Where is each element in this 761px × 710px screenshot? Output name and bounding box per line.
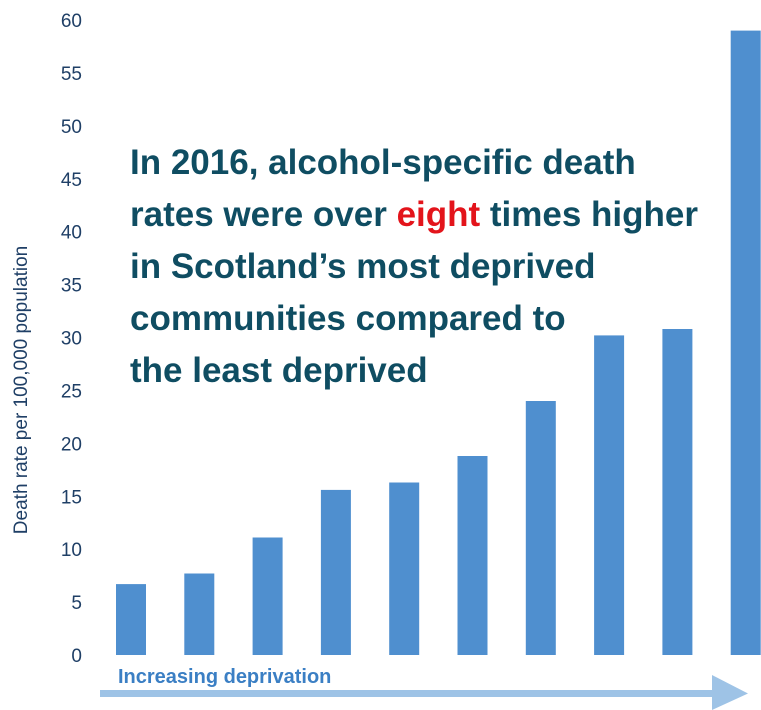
bar xyxy=(116,584,146,655)
y-tick-label: 5 xyxy=(71,593,82,614)
y-tick-label: 35 xyxy=(61,276,82,297)
y-axis-title: Death rate per 100,000 population xyxy=(11,246,32,534)
deprivation-arrow xyxy=(100,675,748,710)
y-tick-label: 10 xyxy=(61,540,82,561)
y-tick-label: 60 xyxy=(61,11,82,32)
headline-highlight: eight xyxy=(396,195,481,234)
headline-line-2-start: rates were over xyxy=(130,195,397,234)
headline-annotation: In 2016, alcohol-specific death rates we… xyxy=(130,137,730,397)
bar xyxy=(525,401,556,655)
headline-line-2: rates were over eight times higher xyxy=(130,189,730,241)
headline-line-2-end: times higher xyxy=(480,195,698,234)
bar xyxy=(730,30,761,656)
y-tick-label: 25 xyxy=(61,381,82,402)
y-tick-label: 30 xyxy=(61,329,82,350)
y-tick-label: 50 xyxy=(61,117,82,138)
headline-line-5: the least deprived xyxy=(130,351,428,390)
arrow-head xyxy=(712,675,748,710)
y-tick-label: 40 xyxy=(61,223,82,244)
bar xyxy=(389,482,420,655)
bar xyxy=(594,335,625,655)
bar xyxy=(184,573,215,655)
y-tick-label: 15 xyxy=(61,487,82,508)
y-tick-label: 0 xyxy=(71,646,82,667)
y-tick-label: 55 xyxy=(61,64,82,85)
headline-line-4: communities compared to xyxy=(130,299,566,338)
y-axis-ticks: 0 5 10 15 20 25 30 35 40 45 50 55 60 xyxy=(61,11,82,667)
arrow-shaft xyxy=(100,690,715,697)
bar xyxy=(662,329,693,655)
x-axis-title: Increasing deprivation xyxy=(118,666,331,688)
bar xyxy=(320,489,351,655)
y-tick-label: 20 xyxy=(61,434,82,455)
bar xyxy=(457,456,488,655)
headline-line-1: In 2016, alcohol-specific death xyxy=(130,143,636,182)
bar xyxy=(252,537,283,655)
y-tick-label: 45 xyxy=(61,170,82,191)
headline-line-3: in Scotland’s most deprived xyxy=(130,247,596,286)
bars xyxy=(116,30,761,656)
